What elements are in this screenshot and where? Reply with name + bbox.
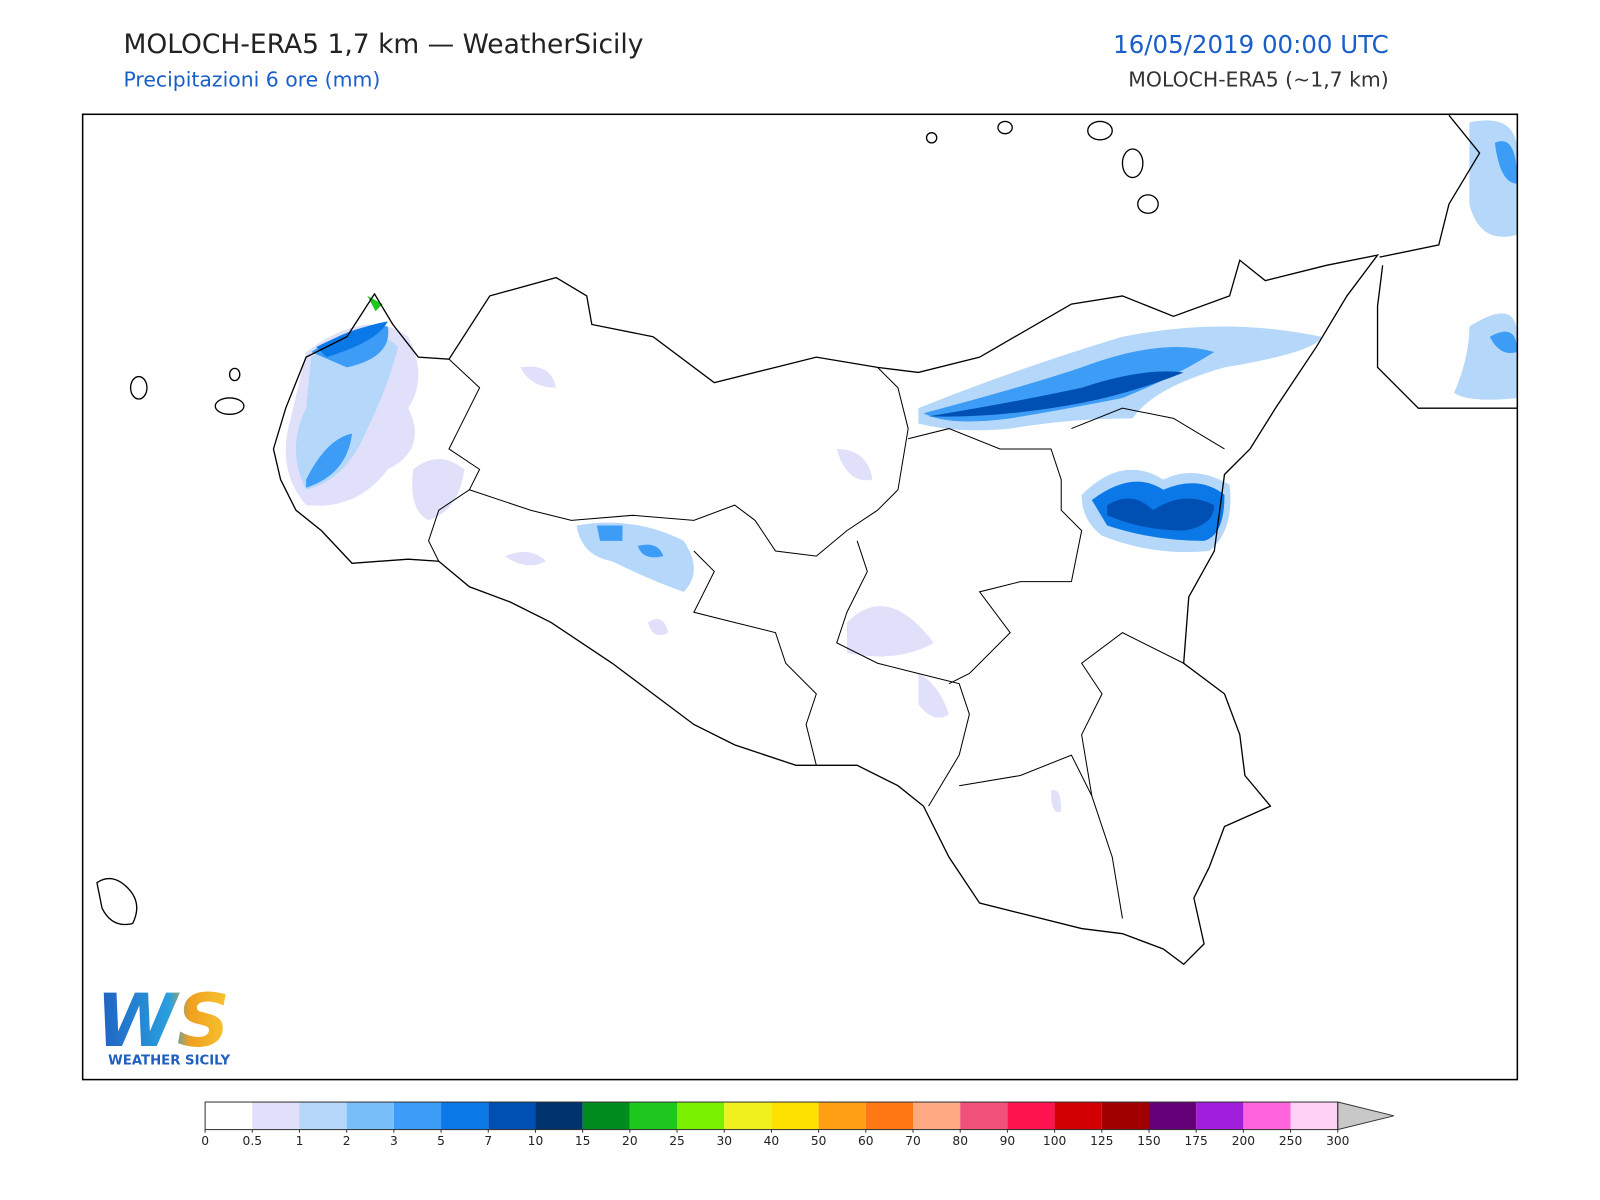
- colorbar-segment: [677, 1102, 725, 1130]
- colorbar-over: [1337, 1101, 1394, 1131]
- colorbar-segment: [1148, 1102, 1197, 1130]
- colorbar-segment: [818, 1102, 866, 1130]
- colorbar-segment: [771, 1102, 819, 1130]
- model: MOLOCH-ERA5 (~1,7 km): [1128, 68, 1388, 92]
- colorbar-segment: [1101, 1102, 1149, 1130]
- colorbar: 0 0.5 1 2 3 5 7 10 15 20 25 30 40 50 60 70 80 90 100 125 150…: [201, 1101, 1394, 1148]
- subtitle: Precipitazioni 6 ore (mm): [123, 68, 380, 92]
- colorbar-label: 300: [1326, 1134, 1349, 1148]
- colorbar-label: 7: [484, 1134, 492, 1148]
- colorbar-segment: [252, 1102, 300, 1130]
- colorbar-segment: [960, 1102, 1008, 1130]
- logo: WS WEATHER SICILY: [96, 979, 231, 1068]
- colorbar-label: 30: [716, 1134, 732, 1148]
- colorbar-segment: [1054, 1102, 1102, 1130]
- colorbar-segment: [1007, 1102, 1055, 1130]
- calabria-coast-south: [1376, 265, 1518, 409]
- islands: [96, 114, 1518, 926]
- calabria-coast: [1379, 114, 1481, 258]
- colorbar-label: 100: [1043, 1134, 1066, 1148]
- colorbar-segment: [441, 1102, 489, 1130]
- logo-letters: WS: [96, 979, 230, 1064]
- colorbar-label: 1: [296, 1134, 304, 1148]
- colorbar-label: 15: [575, 1134, 591, 1148]
- colorbar-segment: [913, 1102, 961, 1130]
- colorbar-label: 25: [669, 1134, 685, 1148]
- precipitation: [285, 120, 1518, 813]
- province-borders: [428, 358, 1225, 919]
- colorbar-label: 5: [437, 1134, 445, 1148]
- map-frame: [81, 113, 1519, 1081]
- date: 16/05/2019 00:00 UTC: [1113, 30, 1389, 59]
- colorbar-label: 40: [764, 1134, 780, 1148]
- colorbar-segment: [488, 1102, 536, 1130]
- colorbar-label: 175: [1184, 1134, 1207, 1148]
- colorbar-segment: [393, 1102, 442, 1130]
- map-background: [82, 114, 1518, 1080]
- colorbar-segment: [865, 1102, 914, 1130]
- colorbar-label: 0.5: [243, 1134, 262, 1148]
- colorbar-segment: [205, 1102, 253, 1130]
- colorbar-label: 50: [811, 1134, 827, 1148]
- logo-name: WEATHER SICILY: [108, 1053, 230, 1068]
- colorbar-label: 125: [1090, 1134, 1113, 1148]
- colorbar-segment: [724, 1102, 772, 1130]
- colorbar-segment: [1196, 1102, 1244, 1130]
- colorbar-segment: [1243, 1102, 1291, 1130]
- colorbar-label: 60: [858, 1134, 874, 1148]
- map-area: WS WEATHER SICILY: [81, 113, 1519, 1081]
- colorbar-label: 10: [528, 1134, 544, 1148]
- sicily-coast: [272, 254, 1380, 966]
- colorbar-segment: [1290, 1102, 1338, 1130]
- colorbar-segment: [346, 1102, 394, 1130]
- colorbar-label: 2: [343, 1134, 351, 1148]
- title: MOLOCH-ERA5 1,7 km — WeatherSicily: [123, 29, 643, 60]
- colorbar-segment: [299, 1102, 347, 1130]
- colorbar-segment: [629, 1102, 678, 1130]
- colorbar-segment: [582, 1102, 630, 1130]
- colorbar-label: 20: [622, 1134, 638, 1148]
- colorbar-label: 3: [390, 1134, 398, 1148]
- colorbar-label: 80: [952, 1134, 968, 1148]
- colorbar-label: 90: [1000, 1134, 1016, 1148]
- colorbar-segment: [535, 1102, 583, 1130]
- colorbar-label: 70: [905, 1134, 921, 1148]
- colorbar-label: 200: [1232, 1134, 1255, 1148]
- colorbar-label: 250: [1279, 1134, 1302, 1148]
- colorbar-label: 0: [201, 1134, 209, 1148]
- colorbar-label: 150: [1137, 1134, 1160, 1148]
